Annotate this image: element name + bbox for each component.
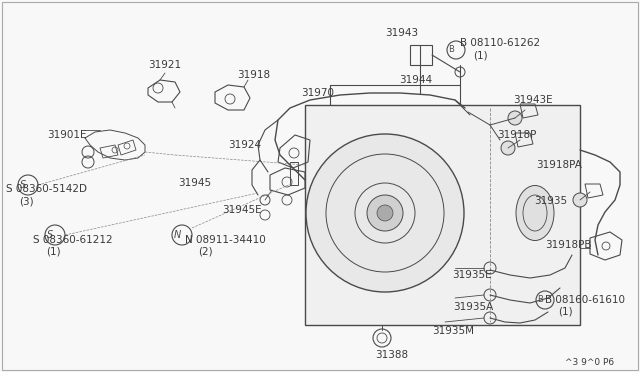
Circle shape: [501, 141, 515, 155]
FancyBboxPatch shape: [305, 105, 580, 325]
Circle shape: [573, 193, 587, 207]
Text: B: B: [537, 295, 543, 305]
Text: S 08360-5142D: S 08360-5142D: [6, 184, 87, 194]
Text: 31901E: 31901E: [47, 130, 86, 140]
Ellipse shape: [516, 186, 554, 241]
Text: B: B: [448, 45, 454, 55]
Text: (2): (2): [198, 247, 212, 257]
Text: 31944: 31944: [399, 75, 432, 85]
Circle shape: [377, 205, 393, 221]
Text: 31945: 31945: [178, 178, 211, 188]
Text: N: N: [173, 230, 180, 240]
Text: ^3 9^0 P6: ^3 9^0 P6: [565, 358, 614, 367]
Text: (1): (1): [473, 50, 488, 60]
Text: 31918: 31918: [237, 70, 270, 80]
Text: 31943: 31943: [385, 28, 418, 38]
Text: 31924: 31924: [228, 140, 261, 150]
Text: (1): (1): [558, 307, 573, 317]
Circle shape: [508, 111, 522, 125]
Text: S: S: [20, 180, 26, 190]
Text: 31388: 31388: [375, 350, 408, 360]
Circle shape: [367, 195, 403, 231]
Text: S 08360-61212: S 08360-61212: [33, 235, 113, 245]
Text: (3): (3): [19, 196, 34, 206]
Text: 31918P: 31918P: [497, 130, 536, 140]
Text: S: S: [47, 230, 53, 240]
Text: 31943E: 31943E: [513, 95, 552, 105]
Text: 31935M: 31935M: [432, 326, 474, 336]
Text: 31970: 31970: [301, 88, 334, 98]
Text: 31935: 31935: [534, 196, 567, 206]
Text: 31945E: 31945E: [222, 205, 262, 215]
Text: B 08110-61262: B 08110-61262: [460, 38, 540, 48]
Text: 31921: 31921: [148, 60, 181, 70]
Text: B 08160-61610: B 08160-61610: [545, 295, 625, 305]
Text: N 08911-34410: N 08911-34410: [185, 235, 266, 245]
Ellipse shape: [306, 134, 464, 292]
Text: 31918PB: 31918PB: [545, 240, 591, 250]
Text: 31935E: 31935E: [452, 270, 492, 280]
Text: 31918PA: 31918PA: [536, 160, 582, 170]
Text: (1): (1): [46, 247, 61, 257]
Text: 31935A: 31935A: [453, 302, 493, 312]
